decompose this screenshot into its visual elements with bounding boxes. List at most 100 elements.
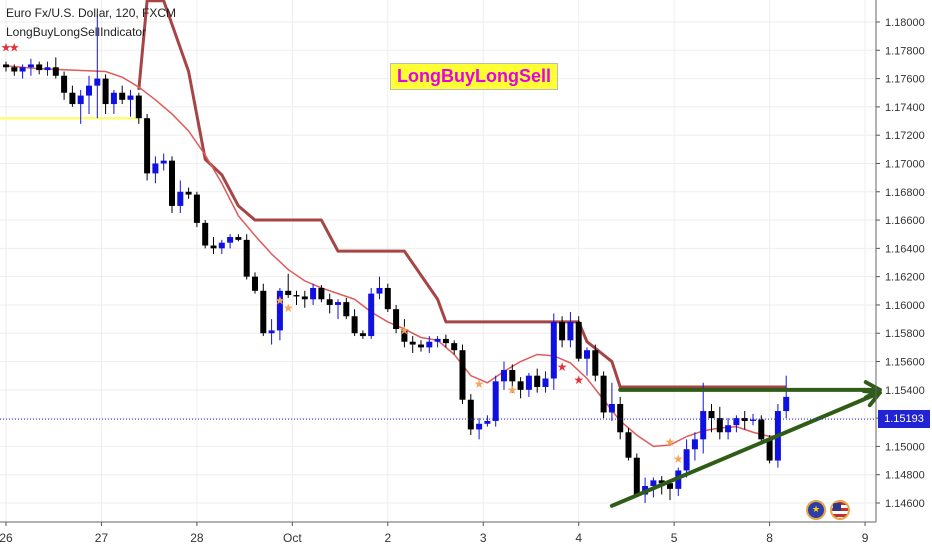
- sell-signal-star: ★: [9, 40, 20, 54]
- buy-signal-star: ★: [283, 301, 294, 315]
- candle-body: [683, 449, 690, 471]
- candle-body: [766, 439, 773, 461]
- candle-body: [384, 287, 391, 310]
- candle-body: [783, 396, 790, 412]
- y-tick-label: 1.17800: [885, 45, 925, 57]
- candle-body: [409, 341, 416, 345]
- symbol-title: Euro Fx/U.S. Dollar, 120, FXCM: [6, 6, 177, 20]
- y-tick-label: 1.17600: [885, 74, 925, 86]
- y-tick-label: 1.15800: [885, 328, 925, 340]
- candle-body: [227, 237, 234, 243]
- candle-body: [716, 418, 723, 433]
- candle-body: [202, 222, 209, 246]
- buy-signal-star: ★: [474, 377, 485, 391]
- candle-body: [86, 85, 92, 96]
- sell-signal-star: ★: [1, 40, 12, 54]
- y-tick-label: 1.16000: [885, 300, 925, 312]
- candle-body: [434, 338, 441, 342]
- candle-body: [467, 399, 474, 430]
- candle-body: [210, 245, 217, 249]
- indicator-name: LongBuyLongSellIndicator: [6, 25, 147, 39]
- y-tick-label: 1.14800: [885, 470, 925, 482]
- candle-body: [310, 287, 317, 300]
- candle-body: [61, 75, 68, 93]
- x-tick-label: 5: [671, 531, 678, 545]
- candle-body: [633, 457, 640, 495]
- candle-body: [650, 480, 657, 487]
- y-tick-label: 1.14600: [885, 498, 925, 510]
- candle-body: [691, 439, 698, 450]
- y-tick-label: 1.16200: [885, 272, 925, 284]
- candle-body: [476, 423, 483, 430]
- candle-body: [708, 411, 715, 419]
- candle-body: [252, 276, 258, 291]
- candle-body: [459, 350, 466, 400]
- candle-body: [451, 343, 458, 351]
- trend-arrows: [609, 380, 882, 508]
- candle-body: [750, 419, 756, 421]
- y-tick-label: 1.17400: [885, 102, 925, 114]
- candle-body: [542, 378, 549, 387]
- candle-body: [169, 160, 175, 206]
- candle-body: [442, 338, 449, 344]
- candle-body: [525, 375, 532, 390]
- candle-body: [501, 370, 507, 382]
- candle-body: [625, 432, 632, 458]
- candle-body: [3, 64, 9, 68]
- x-tick-label: Oct: [283, 531, 302, 545]
- buy-signal-star: ★: [399, 323, 410, 337]
- candle-body: [19, 67, 26, 72]
- candle-body: [326, 299, 333, 305]
- x-tick-label: 8: [766, 531, 773, 545]
- candle-body: [492, 381, 499, 421]
- candle-body: [119, 92, 126, 100]
- candle-body: [335, 302, 341, 305]
- candle-body: [152, 163, 159, 174]
- y-tick-label: 1.15000: [885, 441, 925, 453]
- sell-signal-star: ★: [557, 360, 568, 374]
- candle-body: [758, 419, 765, 440]
- candle-body: [144, 118, 151, 174]
- signal-stars: ★★★★★★★★ ★★★: [1, 40, 684, 466]
- y-tick-label: 1.18000: [885, 17, 925, 29]
- y-tick-label: 1.17000: [885, 158, 925, 170]
- buy-signal-star: ★: [665, 435, 676, 449]
- candle-body: [301, 296, 308, 300]
- candle-body: [484, 420, 491, 424]
- x-tick-label: 27: [95, 531, 109, 545]
- candle-body: [77, 95, 84, 105]
- candle-body: [193, 194, 200, 223]
- candle-body: [243, 239, 250, 277]
- candle-body: [318, 287, 325, 300]
- candle-body: [268, 330, 275, 334]
- buy-signal-star: ★: [507, 383, 518, 397]
- candle-body: [393, 309, 400, 329]
- candle-body: [44, 67, 51, 71]
- y-tick-label: 1.15400: [885, 385, 925, 397]
- candle-body: [11, 67, 18, 72]
- candle-body: [127, 95, 134, 100]
- candle-body: [285, 290, 292, 296]
- x-tick-label: 3: [480, 531, 487, 545]
- moving-average-line: [5, 65, 787, 448]
- candle-body: [102, 78, 109, 105]
- candle-body: [359, 333, 366, 337]
- candle-body: [260, 290, 267, 334]
- rising-trendline-arrow-head: [861, 389, 882, 408]
- candle-body: [600, 375, 607, 413]
- candle-body: [94, 78, 101, 86]
- candle-body: [218, 242, 225, 249]
- rising-trendline-arrow: [609, 390, 882, 508]
- candle-body: [700, 411, 707, 440]
- candle-body: [559, 321, 566, 341]
- us-flag-icon: [830, 500, 850, 520]
- eu-flag-icon: [806, 500, 826, 520]
- candle-body: [592, 350, 599, 376]
- x-tick-label: 4: [575, 531, 582, 545]
- fast-line-layer: [5, 65, 787, 448]
- candle-body: [52, 67, 59, 76]
- candle-body: [617, 403, 624, 433]
